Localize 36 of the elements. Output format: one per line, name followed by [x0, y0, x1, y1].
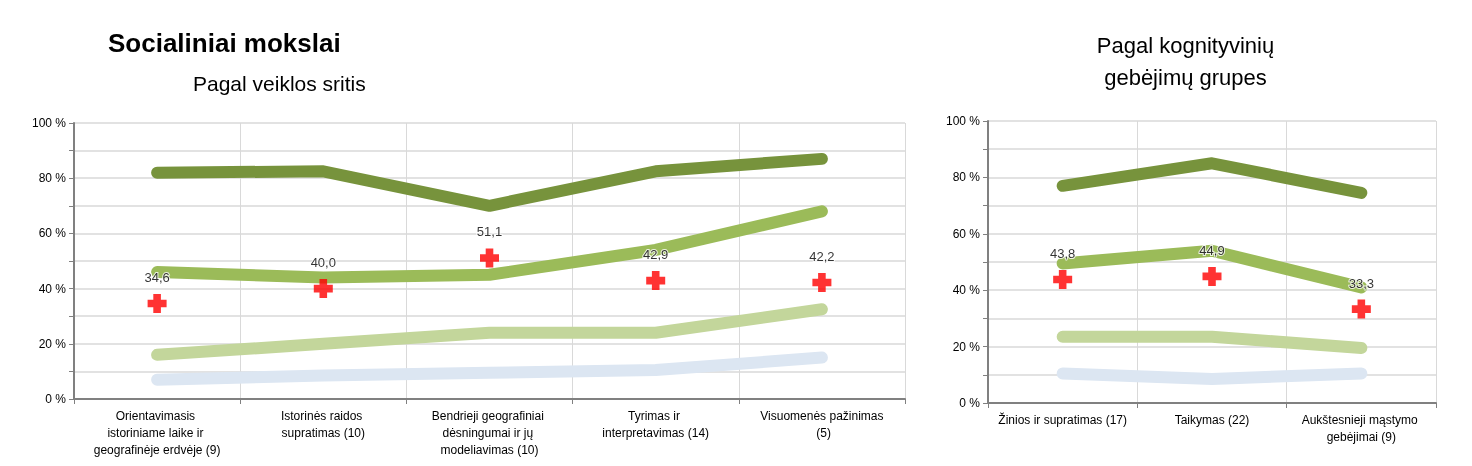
y-tick-label: 60 % [952, 226, 981, 241]
point [646, 271, 666, 291]
y-tick-label: 60 % [38, 226, 67, 241]
point [1053, 269, 1073, 289]
chart-subtitle: Pagal veiklos sritis [193, 72, 366, 95]
point [1202, 266, 1222, 286]
x-tick-label: Tyrimas ir interpretavimas (14) [602, 408, 710, 440]
point [147, 294, 167, 313]
data-label: 51,1 [476, 224, 503, 240]
data-label: 44,9 [1199, 242, 1225, 258]
point [480, 248, 499, 268]
y-tick-label: 0 % [45, 392, 67, 406]
y-tick-label: 80 % [38, 171, 67, 186]
point [1351, 299, 1371, 319]
data-label: 40,0 [310, 255, 336, 271]
y-tick-label: 20 % [952, 339, 981, 354]
chart-title: Socialiniai mokslai [108, 28, 341, 58]
x-tick-label: Bendrieji geografiniai dėsningumai ir jų modeliavimas (10) [431, 408, 548, 457]
x-tick-label: Istorinės raidos supratimas (10) [280, 408, 366, 440]
y-tick-label: 100 % [31, 116, 67, 130]
y-tick-label: 40 % [952, 283, 981, 298]
x-tick-label: Taikymas (22) [1174, 412, 1250, 427]
y-tick-label: 20 % [38, 336, 67, 351]
y-tick-label: 0 % [959, 396, 981, 410]
point [313, 279, 333, 299]
x-tick-label: Aukštesnieji mąstymo gebėjimai (9) [1301, 412, 1422, 444]
y-tick-label: 80 % [952, 170, 981, 185]
data-label: 42,2 [809, 249, 835, 265]
point [812, 273, 832, 293]
chart-title: Pagal kognityvinių gebėjimų grupes [1096, 32, 1275, 90]
x-tick-label: Žinios ir supratimas (17) [998, 411, 1128, 427]
y-tick-label: 100 % [945, 114, 981, 128]
x-tick-label: Orientavimasis istoriniame laike ir geografinėje erdvėje (9) [93, 408, 221, 457]
data-label: 43,8 [1050, 245, 1076, 261]
y-tick-label: 40 % [38, 281, 67, 296]
x-tick-label: Visuomenės pažinimas (5) [760, 408, 884, 440]
